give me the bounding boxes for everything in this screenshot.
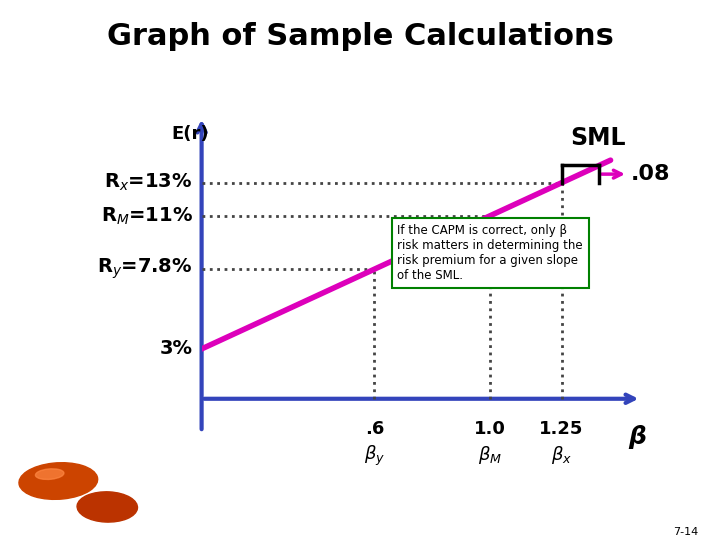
Text: If the CAPM is correct, only β
risk matters in determining the
risk premium for : If the CAPM is correct, only β risk matt…: [397, 224, 583, 282]
Text: 1.25: 1.25: [539, 420, 584, 438]
Text: R$_{M}$=11%: R$_{M}$=11%: [101, 205, 193, 227]
Text: 3%: 3%: [160, 340, 193, 359]
Text: $\beta_y$: $\beta_y$: [364, 444, 385, 468]
Text: SML: SML: [570, 126, 626, 150]
Text: .08: .08: [631, 164, 670, 184]
Text: β: β: [628, 426, 646, 449]
Text: R$_{y}$=7.8%: R$_{y}$=7.8%: [97, 257, 193, 281]
Text: E(r): E(r): [171, 125, 209, 144]
Ellipse shape: [19, 463, 98, 500]
Text: $\beta_M$: $\beta_M$: [477, 444, 502, 465]
Ellipse shape: [35, 469, 64, 480]
Text: R$_{x}$=13%: R$_{x}$=13%: [104, 172, 193, 193]
Text: .6: .6: [365, 420, 384, 438]
Text: 7-14: 7-14: [673, 527, 698, 537]
Ellipse shape: [77, 492, 138, 522]
Text: 1.0: 1.0: [474, 420, 505, 438]
Text: $\beta_x$: $\beta_x$: [551, 444, 572, 465]
Text: Graph of Sample Calculations: Graph of Sample Calculations: [107, 22, 613, 51]
